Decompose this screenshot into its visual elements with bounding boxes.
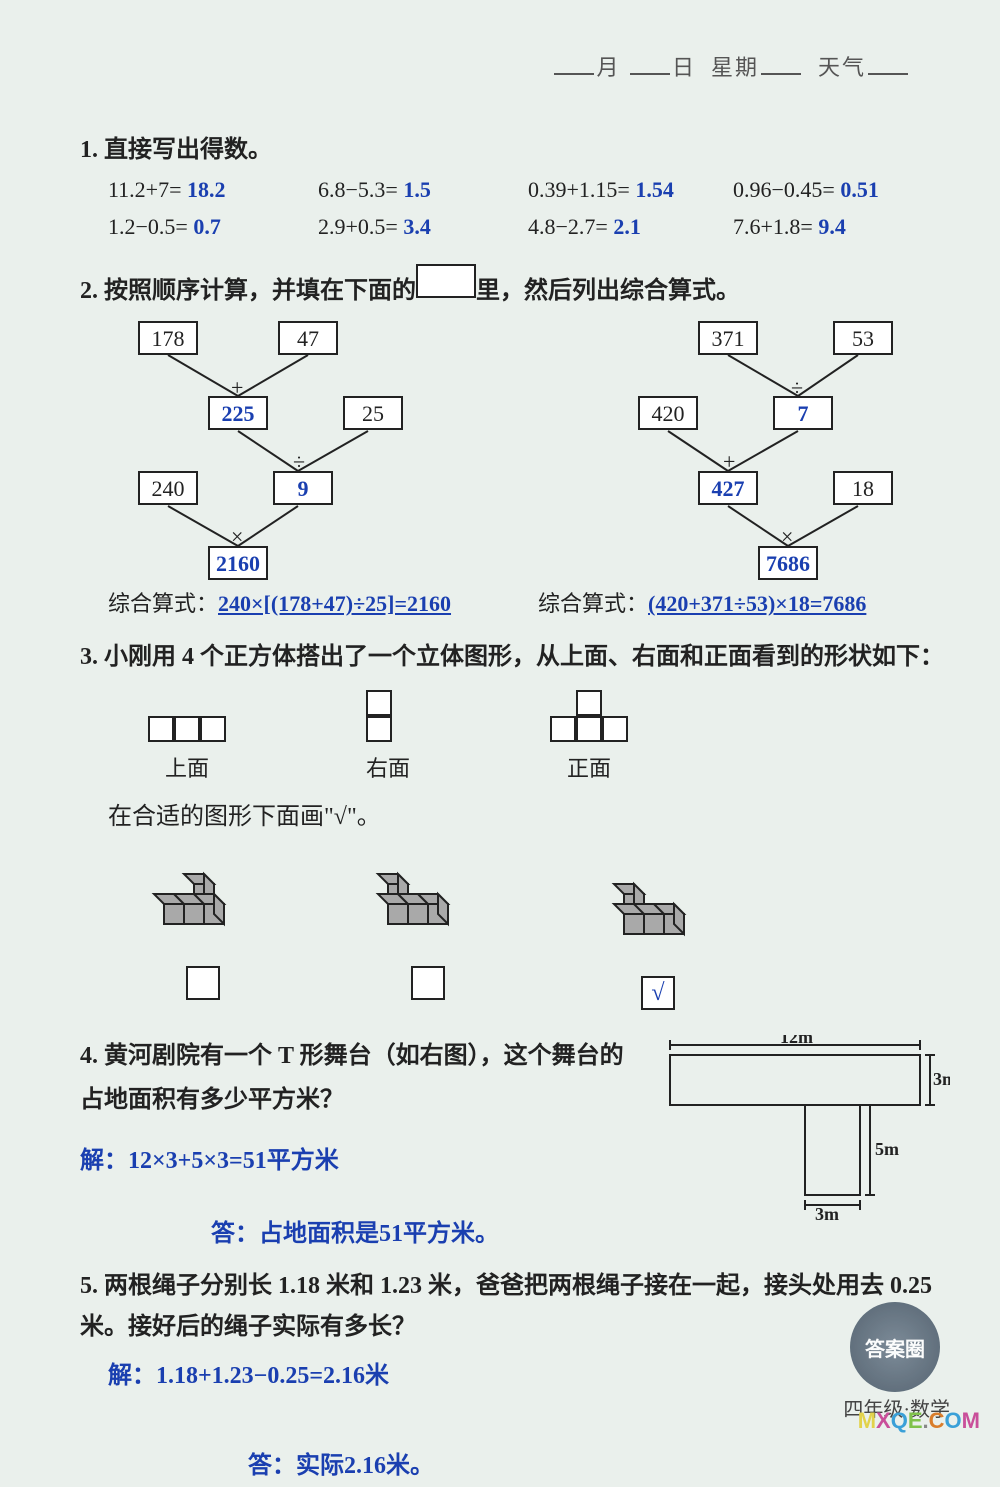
q3-answer-check: √ — [641, 976, 675, 1010]
answer-stamp: 答案圈 — [850, 1302, 940, 1392]
q4-title: 4. 黄河剧院有一个 T 形舞台（如右图），这个舞台的占地面积有多少平方米？ 解… — [80, 1035, 950, 1256]
cube-option-3 — [598, 872, 718, 952]
q3-title: 3. 小刚用 4 个正方体搭出了一个立体图形，从上面、右面和正面看到的形状如下： — [80, 637, 950, 678]
svg-text:3m: 3m — [815, 1204, 839, 1224]
q3-views: 上面 右面 正面 — [148, 690, 950, 787]
date-header: 月 日 星期 天气 — [552, 50, 910, 82]
q3-instr: 在合适的图形下面画"√"。 — [108, 797, 950, 838]
svg-text:12m: 12m — [780, 1035, 813, 1047]
svg-text:5m: 5m — [875, 1139, 899, 1159]
q2-title: 2. 按照顺序计算，并填在下面的里，然后列出综合算式。 — [80, 264, 950, 312]
watermark: MXQE.COM — [858, 1408, 980, 1434]
q1-row1: 11.2+7= 18.2 6.8−5.3= 1.5 0.39+1.15= 1.5… — [108, 171, 950, 208]
cube-option-1 — [148, 862, 258, 942]
svg-text:3m: 3m — [933, 1069, 950, 1089]
q2-trees: 178 47 + 225 25 ÷ 240 9 × 2160 — [108, 321, 950, 581]
q1-title: 1. 直接写出得数。 — [80, 130, 950, 171]
q5-title: 5. 两根绳子分别长 1.18 米和 1.23 米，爸爸把两根绳子接在一起，接头… — [80, 1266, 950, 1348]
q3-options: √ — [148, 862, 950, 1014]
cube-option-2 — [368, 862, 488, 942]
t-stage-diagram: 12m 3m 5m 3m — [650, 1035, 950, 1225]
q2-formulas: 综合算式：240×[(178+47)÷25]=2160 综合算式：(420+37… — [108, 585, 950, 622]
q1-row2: 1.2−0.5= 0.7 2.9+0.5= 3.4 4.8−2.7= 2.1 7… — [108, 208, 950, 245]
q5-body: 解：1.18+1.23−0.25=2.16米 答：实际2.16米。 — [108, 1356, 950, 1487]
